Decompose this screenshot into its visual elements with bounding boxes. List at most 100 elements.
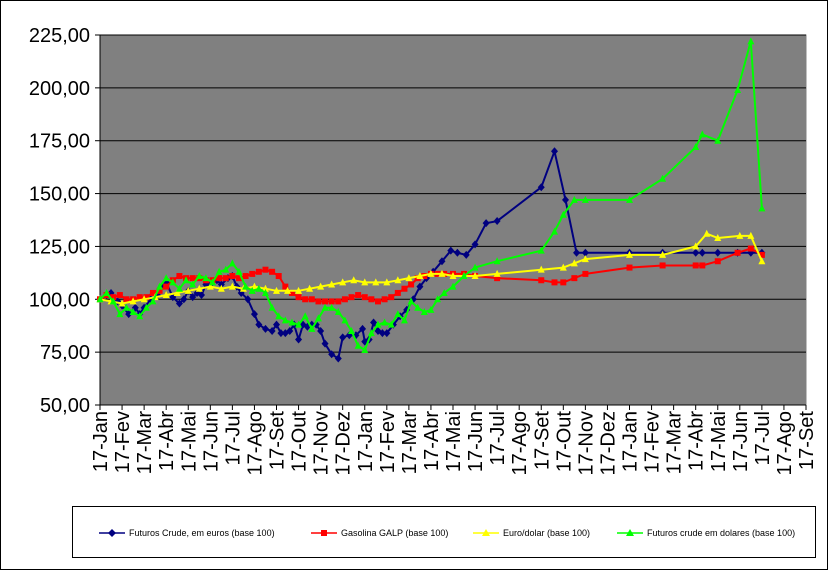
data-point bbox=[268, 327, 276, 335]
data-point bbox=[692, 242, 700, 250]
data-point bbox=[383, 329, 391, 338]
data-point bbox=[335, 298, 342, 305]
data-point bbox=[714, 233, 722, 241]
legend-swatch-gasolina bbox=[311, 530, 337, 536]
x-tick-label: 17-Mar bbox=[664, 411, 686, 475]
data-point bbox=[109, 297, 117, 305]
data-point bbox=[315, 298, 322, 305]
data-point bbox=[295, 286, 303, 294]
data-point bbox=[550, 147, 558, 156]
data-point bbox=[714, 248, 722, 257]
data-point bbox=[537, 183, 545, 192]
data-point bbox=[312, 320, 320, 329]
data-point bbox=[182, 276, 190, 284]
x-tick-label: 17-Jun bbox=[730, 411, 752, 472]
data-point bbox=[698, 248, 706, 257]
data-point bbox=[162, 291, 170, 299]
data-point bbox=[125, 310, 133, 319]
data-point bbox=[295, 335, 303, 344]
data-point bbox=[206, 282, 214, 290]
y-tick-label: 175,00 bbox=[29, 131, 90, 153]
data-point bbox=[559, 263, 567, 271]
data-point bbox=[482, 219, 490, 228]
legend-swatch-euro-dolar bbox=[473, 529, 499, 536]
data-point bbox=[195, 284, 203, 292]
data-point bbox=[184, 286, 192, 294]
data-point bbox=[355, 292, 362, 299]
data-point bbox=[116, 310, 124, 318]
x-tick-label: 17-Ago bbox=[244, 411, 266, 476]
legend-item-crude-dolares: Futuros crude em dolares (base 100) bbox=[617, 526, 795, 540]
data-point bbox=[306, 284, 314, 292]
x-tick-label: 17-Jul bbox=[752, 411, 774, 465]
data-point bbox=[387, 320, 395, 328]
data-point bbox=[361, 346, 369, 354]
legend-item-crude-euros: Futuros Crude, em euros (base 100) bbox=[99, 526, 275, 540]
x-tick-label: 17-Fev bbox=[377, 411, 399, 473]
series-group bbox=[96, 37, 766, 363]
data-point bbox=[222, 265, 230, 273]
data-point bbox=[314, 314, 322, 322]
data-point bbox=[471, 263, 479, 271]
y-tick-label: 150,00 bbox=[29, 184, 90, 206]
data-point bbox=[560, 279, 567, 286]
data-point bbox=[427, 269, 435, 277]
data-point bbox=[249, 270, 256, 277]
data-point bbox=[262, 266, 269, 273]
legend-swatch-crude-dolares bbox=[617, 529, 643, 536]
x-tick-label: 17-Set bbox=[796, 411, 818, 470]
x-tick-label: 17-Mai bbox=[443, 411, 465, 472]
x-tick-label: 17-Dez bbox=[597, 411, 619, 475]
data-point bbox=[378, 329, 386, 338]
x-tick-label: 17-Jul bbox=[222, 411, 244, 465]
data-point bbox=[626, 195, 633, 203]
data-point bbox=[250, 310, 258, 319]
data-point bbox=[118, 299, 126, 307]
x-axis: 17-Jan 17-Fev 17-Mar 17-Abr 17-Mai 17-Jun 17-J… bbox=[90, 404, 818, 476]
data-point bbox=[321, 339, 329, 348]
data-point bbox=[255, 320, 263, 329]
legend-label: Futuros Crude, em euros (base 100) bbox=[129, 528, 275, 538]
data-point bbox=[202, 274, 210, 282]
data-point bbox=[261, 324, 269, 333]
data-point bbox=[758, 251, 765, 258]
data-point bbox=[659, 262, 666, 269]
data-point bbox=[175, 284, 183, 292]
x-tick-label: 17-Nov bbox=[575, 411, 597, 475]
data-point bbox=[123, 296, 130, 303]
data-point bbox=[169, 278, 177, 286]
data-point bbox=[573, 248, 581, 257]
data-point bbox=[692, 248, 700, 257]
data-point bbox=[228, 282, 236, 290]
y-tick-label: 100,00 bbox=[29, 289, 90, 311]
data-point bbox=[328, 303, 336, 311]
data-point bbox=[149, 289, 156, 296]
data-point bbox=[562, 195, 570, 204]
data-point bbox=[248, 286, 256, 294]
data-point bbox=[370, 318, 378, 327]
data-point bbox=[308, 324, 316, 332]
data-point bbox=[559, 210, 567, 218]
data-point bbox=[394, 310, 402, 318]
data-point bbox=[394, 289, 401, 296]
data-point bbox=[381, 296, 388, 303]
data-point bbox=[268, 303, 276, 311]
data-point bbox=[414, 303, 422, 311]
data-point bbox=[339, 333, 347, 342]
x-tick-label: 17-Dez bbox=[333, 411, 355, 475]
y-tick-label: 50,00 bbox=[40, 395, 90, 417]
y-tick-label: 125,00 bbox=[29, 236, 90, 258]
data-point bbox=[374, 298, 381, 305]
data-point bbox=[453, 248, 461, 257]
data-point bbox=[273, 320, 280, 329]
data-point bbox=[244, 295, 252, 304]
data-point bbox=[438, 269, 446, 277]
data-point bbox=[692, 143, 700, 151]
data-point bbox=[570, 195, 578, 203]
x-tick-label: 17-Mai bbox=[708, 411, 730, 472]
data-point bbox=[698, 130, 706, 138]
data-point bbox=[217, 284, 225, 292]
data-point bbox=[275, 273, 282, 280]
data-point bbox=[734, 249, 741, 256]
data-point bbox=[156, 287, 163, 294]
